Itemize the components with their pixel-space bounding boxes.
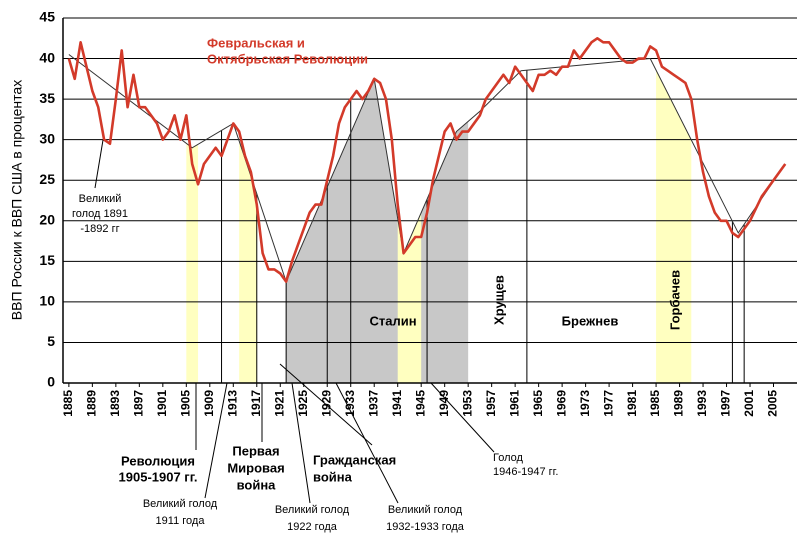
annotation: Революция	[121, 453, 195, 468]
annotation: Первая	[232, 443, 279, 458]
y-tick-label: 35	[39, 90, 55, 106]
x-tick-label: 1913	[225, 390, 239, 417]
x-tick-label: 1941	[390, 390, 404, 417]
annotation: Великий голод	[143, 498, 218, 510]
x-tick-label: 1969	[554, 390, 568, 417]
pointer	[204, 382, 228, 499]
annotation: Октябрьская Революции	[207, 51, 368, 66]
x-tick-label: 1965	[531, 390, 545, 417]
pointer	[94, 139, 104, 189]
pointer	[291, 382, 311, 504]
x-tick-label: 1957	[484, 390, 498, 417]
x-tick-label: 1945	[413, 390, 427, 417]
annotation: Сталин	[369, 313, 416, 328]
annotation: Хрущев	[491, 275, 506, 325]
x-tick-label: 1981	[625, 390, 639, 417]
annotation: 1946-1947 гг.	[493, 466, 558, 478]
annotation: война	[313, 469, 353, 484]
x-tick-label: 2001	[742, 390, 756, 417]
x-tick-label: 1885	[61, 390, 75, 417]
annotation: Брежнев	[562, 313, 619, 328]
x-tick-label: 1921	[272, 390, 286, 417]
annotation: голод 1891	[72, 208, 128, 220]
x-tick-label: 1933	[343, 390, 357, 417]
x-tick-label: 1949	[437, 390, 451, 417]
y-tick-label: 5	[47, 333, 55, 349]
x-tick-label: 1917	[249, 390, 263, 417]
annotation: -1892 гг	[80, 223, 119, 235]
annotation: 1905-1907 гг.	[119, 469, 198, 484]
region	[239, 141, 257, 383]
x-tick-label: 1909	[202, 390, 216, 417]
pointer	[279, 363, 373, 446]
x-tick-label: 1973	[578, 390, 592, 417]
pointer	[430, 382, 495, 453]
x-tick-label: 1925	[296, 390, 310, 417]
region	[656, 70, 692, 383]
annotation: Великий	[79, 193, 122, 205]
region	[286, 78, 469, 383]
annotation: Голод	[493, 452, 524, 464]
annotation: Мировая	[227, 460, 284, 475]
annotation: Гражданская	[313, 452, 396, 467]
annotation: Великий голод	[388, 504, 463, 516]
region	[397, 212, 422, 383]
x-tick-label: 1889	[85, 390, 99, 417]
y-tick-label: 25	[39, 171, 55, 187]
pointer	[335, 382, 399, 504]
x-tick-label: 1977	[601, 390, 615, 417]
y-tick-label: 15	[39, 252, 55, 268]
y-tick-label: 0	[47, 374, 55, 390]
x-tick-label: 1905	[178, 390, 192, 417]
y-tick-label: 40	[39, 49, 55, 65]
x-tick-label: 1993	[695, 390, 709, 417]
x-tick-label: 1897	[132, 390, 146, 417]
annotation: Великий голод	[275, 504, 350, 516]
x-tick-label: 1961	[507, 390, 521, 417]
x-tick-label: 1997	[719, 390, 733, 417]
annotation: Февральская и	[207, 35, 305, 50]
x-tick-label: 1989	[672, 390, 686, 417]
pointers	[94, 139, 495, 504]
annotation: Горбачев	[667, 270, 682, 330]
plot: 0 5 10 15 20 25 30 35 40 45 1885 1889 1893 1897 1901 19…	[9, 9, 797, 417]
y-tick-label: 20	[39, 211, 55, 227]
x-tick-label: 1953	[460, 390, 474, 417]
y-axis-title: ВВП России к ВВП США в процентах	[9, 80, 25, 320]
y-tick-label: 10	[39, 293, 55, 309]
x-tick-label: 1985	[648, 390, 662, 417]
annotation: 1911 года	[156, 515, 206, 527]
region	[186, 143, 199, 383]
x-tick-label: 1901	[155, 390, 169, 417]
x-tick-label: 1937	[366, 390, 380, 417]
x-tick-label: 1929	[319, 390, 333, 417]
data-line	[67, 36, 787, 283]
x-tick-label: 1893	[108, 390, 122, 417]
x-tick-label: 2005	[766, 390, 780, 417]
annotation: война	[237, 477, 277, 492]
annotation: 1922 года	[287, 521, 338, 533]
annotation: 1932-1933 года	[386, 521, 465, 533]
y-tick-label: 45	[39, 9, 55, 25]
y-tick-label: 30	[39, 130, 55, 146]
